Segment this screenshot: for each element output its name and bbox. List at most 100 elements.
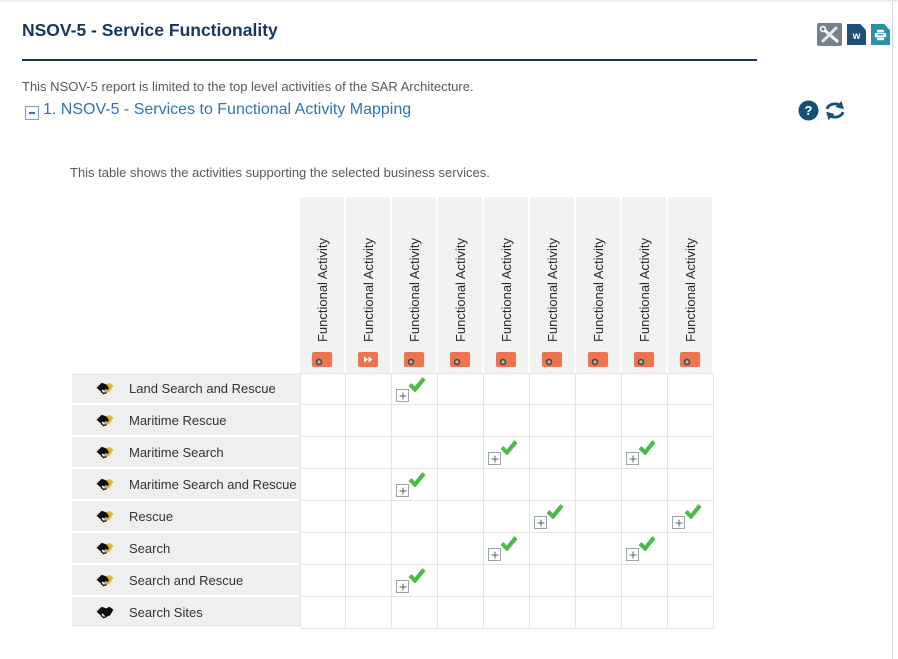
- service-black-icon: [96, 606, 114, 619]
- expand-plus-icon[interactable]: [488, 548, 501, 561]
- functional-activity-forward-icon[interactable]: [358, 352, 378, 367]
- matrix-cell: [668, 565, 714, 597]
- row-label[interactable]: Maritime Search and Rescue: [72, 469, 300, 499]
- matrix-cell: [576, 501, 622, 533]
- service-icon: [96, 542, 114, 555]
- row-label[interactable]: Search: [72, 533, 300, 563]
- functional-activity-icon[interactable]: [680, 352, 700, 367]
- matrix-cell: [576, 437, 622, 469]
- tools-icon[interactable]: [817, 23, 842, 46]
- matrix-cell: [530, 533, 576, 565]
- matrix-cell: [622, 405, 668, 437]
- matrix-cell: [346, 405, 392, 437]
- matrix-cell: [300, 469, 346, 501]
- section-heading[interactable]: 1. NSOV-5 - Services to Functional Activ…: [43, 101, 412, 118]
- matrix-cell: [576, 597, 622, 629]
- row-label[interactable]: Search Sites: [72, 597, 300, 627]
- matrix-cell: [300, 597, 346, 629]
- row-label-text: Search and Rescue: [129, 572, 244, 588]
- matrix-cell: [346, 501, 392, 533]
- column-header[interactable]: Functional Activity: [346, 197, 390, 373]
- word-letter: w: [852, 31, 861, 42]
- matrix-cell: [622, 373, 668, 405]
- green-check-icon: [637, 535, 657, 552]
- functional-activity-icon[interactable]: [404, 352, 424, 367]
- functional-activity-icon[interactable]: [634, 352, 654, 367]
- matrix-body: Land Search and Rescue Maritime Rescue Mar…: [72, 373, 714, 629]
- functional-activity-icon[interactable]: [450, 352, 470, 367]
- service-icon: [96, 478, 114, 491]
- column-header[interactable]: Functional Activity: [438, 197, 482, 373]
- expand-plus-icon[interactable]: [534, 516, 547, 529]
- matrix-cell: [438, 597, 484, 629]
- matrix-cell: [438, 501, 484, 533]
- row-label-text: Search Sites: [129, 604, 203, 620]
- matrix-cell: [392, 405, 438, 437]
- matrix-header-row: Functional Activity Functional Activity Fu…: [72, 197, 714, 373]
- matrix-cell: [484, 533, 530, 565]
- functional-activity-icon[interactable]: [312, 352, 332, 367]
- row-label-text: Land Search and Rescue: [129, 380, 276, 396]
- matrix-cell: [392, 373, 438, 405]
- matrix-cell: [622, 437, 668, 469]
- matrix-cell: [622, 501, 668, 533]
- row-label-text: Maritime Search: [129, 444, 224, 460]
- functional-activity-icon[interactable]: [496, 352, 516, 367]
- matrix-cell: [438, 469, 484, 501]
- row-label[interactable]: Rescue: [72, 501, 300, 531]
- expand-plus-icon[interactable]: [396, 580, 409, 593]
- expand-plus-icon[interactable]: [672, 516, 685, 529]
- matrix-cell: [300, 437, 346, 469]
- expand-plus-icon[interactable]: [626, 548, 639, 561]
- row-label[interactable]: Search and Rescue: [72, 565, 300, 595]
- column-header[interactable]: Functional Activity: [530, 197, 574, 373]
- functional-activity-icon[interactable]: [588, 352, 608, 367]
- expand-plus-icon[interactable]: [488, 452, 501, 465]
- column-header-label: Functional Activity: [590, 237, 606, 342]
- refresh-icon[interactable]: [822, 100, 848, 126]
- matrix-cell: [484, 565, 530, 597]
- report-intro-text: This NSOV-5 report is limited to the top…: [22, 79, 474, 94]
- row-label[interactable]: Maritime Rescue: [72, 405, 300, 435]
- matrix-cell: [392, 501, 438, 533]
- column-header[interactable]: Functional Activity: [668, 197, 712, 373]
- service-icon: [96, 510, 114, 523]
- column-header-label: Functional Activity: [452, 237, 468, 342]
- column-header-label: Functional Activity: [406, 237, 422, 342]
- pane-edge-divider: [892, 2, 893, 659]
- print-icon[interactable]: [871, 24, 890, 45]
- services-activity-matrix: Functional Activity Functional Activity Fu…: [72, 197, 714, 629]
- page-title: NSOV-5 - Service Functionality: [22, 20, 278, 40]
- matrix-cell: [530, 565, 576, 597]
- expand-plus-icon[interactable]: [626, 452, 639, 465]
- expand-plus-icon[interactable]: [396, 389, 409, 402]
- matrix-cell: [484, 405, 530, 437]
- column-header[interactable]: Functional Activity: [484, 197, 528, 373]
- word-export-icon[interactable]: w: [847, 24, 866, 45]
- table-row: Search: [72, 533, 714, 565]
- column-header-label: Functional Activity: [360, 237, 376, 342]
- column-header[interactable]: Functional Activity: [392, 197, 436, 373]
- row-label[interactable]: Maritime Search: [72, 437, 300, 467]
- collapse-minus-icon[interactable]: [25, 106, 39, 120]
- column-header[interactable]: Functional Activity: [300, 197, 344, 373]
- column-header[interactable]: Functional Activity: [622, 197, 666, 373]
- matrix-cell: [622, 565, 668, 597]
- row-label[interactable]: Land Search and Rescue: [72, 373, 300, 403]
- row-label-text: Rescue: [129, 508, 174, 524]
- matrix-cell: [530, 373, 576, 405]
- matrix-cell: [438, 405, 484, 437]
- help-icon[interactable]: ?: [798, 100, 819, 126]
- expand-plus-icon[interactable]: [396, 484, 409, 497]
- matrix-cell: [576, 533, 622, 565]
- matrix-cell: [530, 469, 576, 501]
- functional-activity-icon[interactable]: [542, 352, 562, 367]
- column-header[interactable]: Functional Activity: [576, 197, 620, 373]
- matrix-cell: [346, 565, 392, 597]
- matrix-cell: [392, 597, 438, 629]
- matrix-cell: [438, 373, 484, 405]
- matrix-cell: [668, 437, 714, 469]
- matrix-cell: [300, 405, 346, 437]
- matrix-cell: [668, 533, 714, 565]
- table-row: Search Sites: [72, 597, 714, 629]
